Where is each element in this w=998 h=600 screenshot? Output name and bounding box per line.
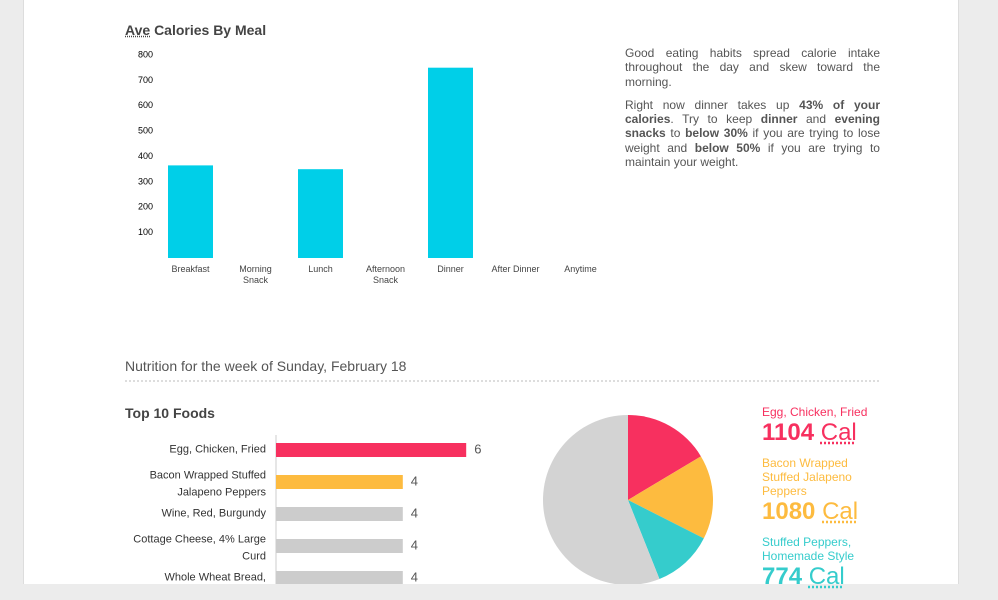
bar bbox=[276, 571, 403, 584]
bar bbox=[276, 475, 403, 489]
emphasis: below 50% bbox=[694, 140, 761, 155]
y-tick-label: 700 bbox=[138, 75, 153, 85]
emphasis: 43% of your calories bbox=[625, 97, 880, 127]
pie-slice bbox=[628, 456, 714, 539]
legend-name: Egg, Chicken, Fried bbox=[762, 405, 868, 419]
bar bbox=[298, 169, 343, 258]
title-abbr: Ave bbox=[125, 22, 151, 38]
value-label: 6 bbox=[474, 441, 481, 456]
section-title: Nutrition for the week of Sunday, Februa… bbox=[125, 358, 407, 374]
text: Good eating habits spread calorie intake… bbox=[625, 46, 880, 89]
legend-item: Stuffed Peppers, Homemade Style 774 Cal bbox=[762, 535, 874, 591]
x-tick-label: Afternoon Snack bbox=[365, 264, 406, 285]
calorie-unit: Cal bbox=[822, 498, 859, 525]
summary: Good eating habits spread calorie intake… bbox=[625, 46, 880, 178]
value-label: 4 bbox=[411, 537, 418, 552]
x-tick-label: Anytime bbox=[564, 264, 597, 274]
bar bbox=[276, 443, 467, 457]
y-tick-label: 500 bbox=[138, 126, 153, 136]
title-text: Calories By Meal bbox=[154, 22, 267, 38]
category-label: Cottage Cheese, 4% Large Curd bbox=[133, 533, 266, 563]
content-card bbox=[23, 0, 959, 584]
text: and bbox=[797, 112, 835, 127]
legend-value: 1104 Cal bbox=[762, 419, 874, 447]
category-label: Whole Wheat Bread, bbox=[164, 571, 267, 584]
legend-item: Egg, Chicken, Fried 1104 Cal bbox=[762, 405, 874, 447]
pie-slice bbox=[543, 415, 660, 584]
x-tick-label: Breakfast bbox=[171, 264, 210, 274]
text: if you are trying to lose weight and bbox=[625, 126, 880, 155]
legend-name: Bacon Wrapped Stuffed Jalapeno Peppers bbox=[762, 456, 852, 498]
value-label: 4 bbox=[411, 473, 418, 488]
legend-value: 774 Cal bbox=[762, 563, 874, 591]
y-tick-label: 300 bbox=[138, 176, 153, 186]
bar bbox=[276, 539, 403, 553]
legend-value: 1080 Cal bbox=[762, 498, 874, 526]
bar bbox=[276, 507, 403, 521]
calorie-value: 1080 bbox=[762, 498, 816, 525]
y-tick-label: 800 bbox=[138, 49, 153, 59]
bar bbox=[168, 165, 213, 258]
x-tick-label: After Dinner bbox=[491, 264, 540, 274]
emphasis: below 30% bbox=[685, 126, 748, 141]
text: to bbox=[665, 126, 686, 141]
pie-legend: Egg, Chicken, Fried 1104 Cal Bacon Wrapped… bbox=[762, 405, 874, 600]
text: . Try to keep bbox=[670, 112, 761, 127]
calorie-unit: Cal bbox=[820, 419, 857, 446]
chart-title: Ave Calories By Meal bbox=[125, 22, 266, 38]
legend-name: Stuffed Peppers, Homemade Style bbox=[762, 535, 855, 563]
value-label: 4 bbox=[411, 505, 418, 520]
y-tick-label: 400 bbox=[138, 151, 153, 161]
canvas: 100 200 300 400 500 600 700 800 6 4 4 4 4 bbox=[125, 49, 880, 584]
x-tick-label: Morning Snack bbox=[239, 264, 272, 285]
calorie-value: 774 bbox=[762, 563, 803, 590]
text: if you are trying to maintain your weigh… bbox=[625, 140, 880, 170]
calorie-unit: Cal bbox=[808, 563, 845, 590]
category-label: Bacon Wrapped Stuffed Jalapeno Peppers bbox=[149, 469, 266, 499]
pie-slice bbox=[628, 415, 701, 500]
y-tick-label: 600 bbox=[138, 100, 153, 110]
calorie-value: 1104 bbox=[762, 419, 815, 446]
x-tick-label: Dinner bbox=[437, 264, 464, 274]
category-label: Wine, Red, Burgundy bbox=[161, 507, 266, 520]
chart-title: Top 10 Foods bbox=[125, 405, 215, 421]
legend-item: Bacon Wrapped Stuffed Jalapeno Peppers 10… bbox=[762, 456, 874, 526]
text: Right now dinner takes up bbox=[625, 97, 800, 112]
x-tick-label: Lunch bbox=[308, 264, 333, 274]
y-tick-label: 200 bbox=[138, 202, 153, 212]
emphasis: dinner bbox=[760, 112, 798, 127]
category-label: Egg, Chicken, Fried bbox=[169, 443, 266, 456]
emphasis: evening snacks bbox=[625, 112, 880, 141]
pie-slice bbox=[628, 500, 704, 579]
summary-paragraph: Right now dinner takes up 43% of your ca… bbox=[625, 98, 880, 169]
summary-paragraph: Good eating habits spread calorie intake… bbox=[625, 46, 880, 89]
page: 100 200 300 400 500 600 700 800 6 4 4 4 4 Ave Calori… bbox=[23, 0, 959, 590]
y-tick-label: 100 bbox=[138, 227, 153, 237]
value-label: 4 bbox=[411, 569, 418, 584]
bar bbox=[428, 67, 473, 258]
